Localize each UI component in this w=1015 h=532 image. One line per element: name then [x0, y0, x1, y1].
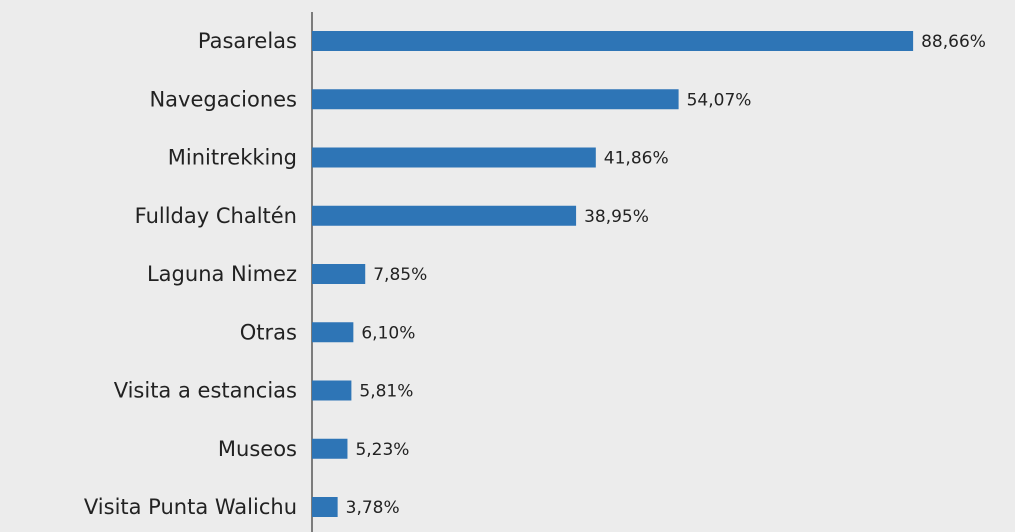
category-label: Laguna Nimez	[147, 262, 297, 286]
bar	[312, 89, 679, 110]
bar	[312, 147, 596, 168]
category-label: Visita a estancias	[114, 379, 297, 403]
bar	[312, 322, 354, 343]
bar	[312, 380, 352, 401]
bar	[312, 497, 338, 517]
value-label: 54,07%	[687, 90, 752, 110]
category-label: Minitrekking	[168, 146, 297, 170]
category-label: Visita Punta Walichu	[84, 495, 297, 519]
category-label: Museos	[218, 437, 297, 461]
value-label: 7,85%	[373, 265, 427, 285]
value-label: 6,10%	[361, 323, 415, 343]
value-label: 5,23%	[355, 440, 409, 460]
bar	[312, 264, 366, 284]
value-label: 38,95%	[584, 207, 649, 227]
bar	[312, 438, 348, 459]
bar	[312, 31, 914, 51]
bar	[312, 205, 577, 226]
category-label: Pasarelas	[198, 29, 297, 53]
value-label: 88,66%	[921, 32, 986, 52]
value-label: 41,86%	[604, 149, 669, 169]
value-label: 5,81%	[359, 382, 413, 402]
category-label: Otras	[240, 320, 297, 344]
category-label: Navegaciones	[149, 87, 297, 111]
category-label: Fullday Chaltén	[135, 204, 297, 228]
value-label: 3,78%	[346, 498, 400, 518]
